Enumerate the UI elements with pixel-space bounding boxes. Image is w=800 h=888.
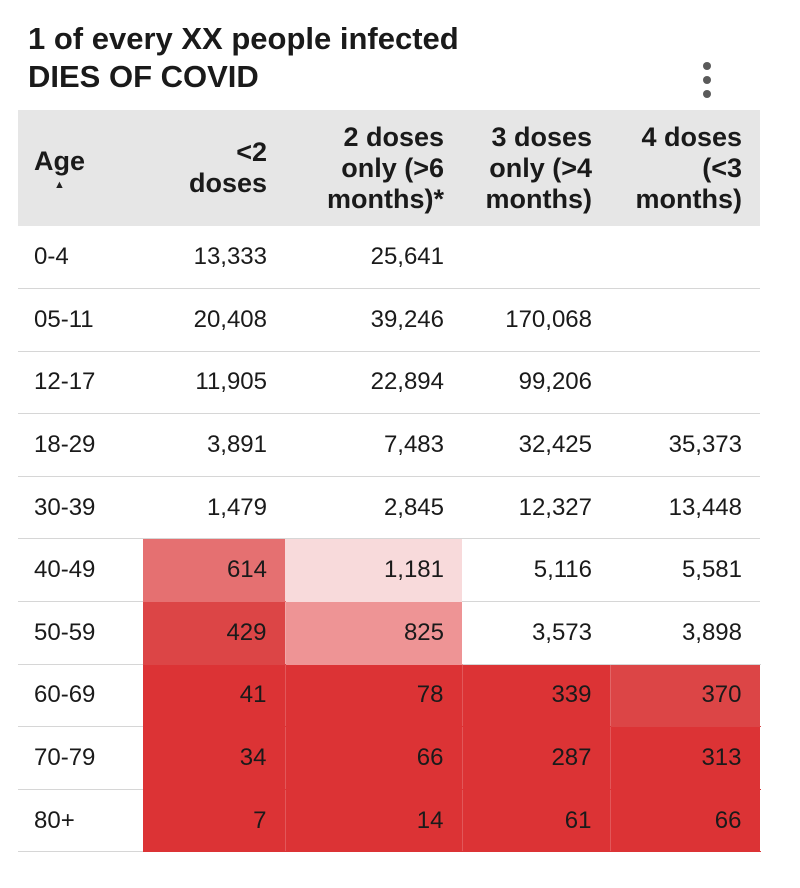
value-cell: 25,641 [285, 226, 462, 290]
value-cell: 614 [143, 538, 285, 603]
value-cell: 5,581 [610, 538, 760, 603]
value-cell: 14 [285, 789, 463, 853]
column-header-4-doses[interactable]: 4 doses (<3 months) [635, 121, 742, 214]
value-cell: 61 [462, 789, 611, 853]
value-cell: 3,898 [610, 601, 760, 665]
value-cell: 20,408 [143, 288, 285, 352]
table-row: 18-29 3,891 7,483 32,425 35,373 [18, 413, 760, 477]
table-row: 50-59 429 825 3,573 3,898 [18, 601, 760, 665]
title-line-1: 1 of every XX people infected [28, 21, 459, 56]
value-cell: 7,483 [285, 413, 462, 477]
value-cell: 370 [610, 664, 761, 728]
table-row: 60-69 41 78 339 370 [18, 664, 761, 728]
value-cell: 13,448 [610, 476, 760, 540]
value-cell: 35,373 [610, 413, 760, 477]
data-table: Age ▲ <2 doses 2 doses only (>6 months)*… [18, 110, 761, 853]
value-cell: 825 [285, 601, 462, 665]
value-cell [610, 351, 760, 415]
value-cell: 7 [143, 789, 286, 853]
more-dot [703, 90, 711, 98]
value-cell: 41 [143, 664, 286, 728]
value-cell: 78 [285, 664, 463, 728]
table-row: 0-4 13,333 25,641 [18, 226, 760, 290]
value-cell: 287 [462, 726, 611, 790]
value-cell: 429 [143, 601, 286, 665]
table-row: 70-79 34 66 287 313 [18, 726, 761, 790]
value-cell: 1,479 [143, 476, 285, 540]
value-cell: 170,068 [462, 288, 610, 352]
value-cell: 32,425 [462, 413, 610, 477]
more-dot [703, 62, 711, 70]
value-cell: 3,573 [462, 601, 610, 665]
value-cell [610, 226, 760, 290]
column-header-label: Age [34, 145, 86, 176]
value-cell: 66 [285, 726, 463, 790]
value-cell: 12,327 [462, 476, 610, 540]
column-header-2-doses[interactable]: 2 doses only (>6 months)* [327, 121, 444, 214]
value-cell: 339 [462, 664, 611, 728]
value-cell: 34 [143, 726, 286, 790]
value-cell: 39,246 [285, 288, 462, 352]
age-cell: 50-59 [18, 601, 143, 665]
chart-title: 1 of every XX people infected DIES OF CO… [28, 20, 459, 96]
more-vertical-icon[interactable] [694, 60, 720, 100]
more-dot [703, 76, 711, 84]
table-row: 05-11 20,408 39,246 170,068 [18, 288, 760, 352]
value-cell: 2,845 [285, 476, 462, 540]
age-cell: 30-39 [18, 476, 143, 540]
age-cell: 12-17 [18, 351, 143, 415]
value-cell: 5,116 [462, 538, 610, 603]
table-row: 40-49 614 1,181 5,116 5,581 [18, 538, 760, 603]
value-cell: 313 [610, 726, 761, 790]
age-cell: 40-49 [18, 538, 143, 603]
age-cell: 05-11 [18, 288, 143, 352]
table-header-row: Age ▲ <2 doses 2 doses only (>6 months)*… [18, 110, 760, 226]
value-cell: 66 [610, 789, 761, 853]
column-header-age[interactable]: Age ▲ [18, 110, 143, 226]
title-line-2: DIES OF COVID [28, 59, 259, 94]
value-cell [462, 226, 610, 290]
value-cell: 11,905 [143, 351, 285, 415]
age-cell: 80+ [18, 789, 143, 853]
age-cell: 0-4 [18, 226, 143, 290]
sort-ascending-icon: ▲ [54, 178, 65, 191]
table-row: 12-17 11,905 22,894 99,206 [18, 351, 760, 415]
value-cell: 1,181 [285, 538, 462, 603]
table-row: 80+ 7 14 61 66 [18, 789, 761, 853]
value-cell: 22,894 [285, 351, 462, 415]
column-header-3-doses[interactable]: 3 doses only (>4 months) [485, 121, 592, 214]
column-header-lt2-doses[interactable]: <2 doses [188, 137, 267, 198]
age-cell: 60-69 [18, 664, 143, 728]
table-row: 30-39 1,479 2,845 12,327 13,448 [18, 476, 760, 540]
value-cell: 3,891 [143, 413, 285, 477]
value-cell [610, 288, 760, 352]
value-cell: 99,206 [462, 351, 610, 415]
table-body: 0-4 13,333 25,641 05-11 20,408 39,246 170,068 1… [18, 226, 761, 853]
value-cell: 13,333 [143, 226, 285, 290]
age-cell: 18-29 [18, 413, 143, 477]
age-cell: 70-79 [18, 726, 143, 790]
